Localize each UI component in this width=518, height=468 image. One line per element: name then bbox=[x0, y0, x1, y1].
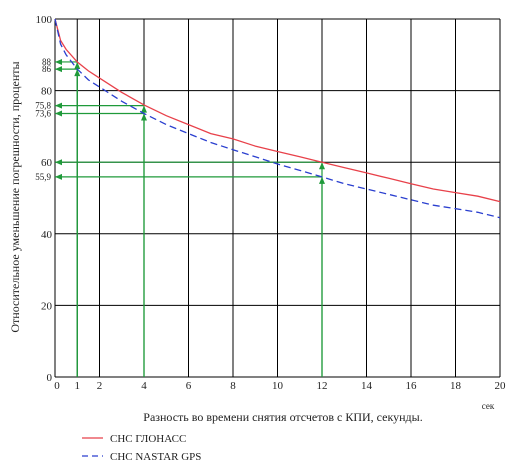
y-tick-label: 60 bbox=[41, 157, 53, 169]
annotation-arrow-up bbox=[141, 113, 147, 121]
x-tick-label: 16 bbox=[406, 380, 418, 392]
annotation-arrow-left bbox=[55, 110, 62, 117]
x-tick-label: 0 bbox=[54, 380, 60, 392]
series-line-1 bbox=[54, 18, 501, 219]
x-tick-label: 18 bbox=[450, 380, 462, 392]
annotation-arrow-left bbox=[55, 58, 62, 65]
y-tick-label: 80 bbox=[41, 86, 53, 98]
annotation-arrow-left bbox=[55, 159, 62, 166]
annotation-label: 73,6 bbox=[35, 109, 51, 119]
x-tick-label: 20 bbox=[495, 380, 507, 392]
annotation-arrow-left bbox=[55, 102, 62, 109]
annotation-arrow-up bbox=[319, 176, 325, 184]
annotation-label: 75,8 bbox=[35, 101, 51, 111]
y-tick-label: 20 bbox=[41, 300, 53, 312]
annotation-arrow-up bbox=[141, 105, 147, 113]
y-tick-label: 40 bbox=[41, 229, 53, 241]
series-lines bbox=[54, 18, 501, 219]
annotation-label: 88 bbox=[42, 57, 52, 67]
y-tick-labels: 0 20 40 60 80 100 bbox=[36, 14, 53, 384]
annotation-label: 86 bbox=[42, 64, 52, 74]
legend-label-nastar: СНС NASTAR GPS bbox=[110, 451, 201, 463]
annotation-guides bbox=[55, 58, 325, 377]
annotation-arrow-left bbox=[55, 66, 62, 73]
x-tick-label: 12 bbox=[317, 380, 328, 392]
annotation-arrow-up bbox=[319, 162, 325, 170]
x-tick-label: 14 bbox=[361, 380, 373, 392]
annotation-label: 55,9 bbox=[35, 172, 51, 182]
annotation-arrow-left bbox=[55, 173, 62, 180]
x-tick-label: 6 bbox=[186, 380, 192, 392]
legend: СНС ГЛОНАСС СНС NASTAR GPS bbox=[82, 433, 201, 463]
y-tick-label: 100 bbox=[36, 14, 53, 26]
x-tick-label: 10 bbox=[272, 380, 284, 392]
legend-label-glonass: СНС ГЛОНАСС bbox=[110, 433, 186, 445]
annotation-arrow-up bbox=[74, 69, 81, 77]
annotation-arrow-up bbox=[74, 61, 81, 69]
x-tick-label: 2 bbox=[97, 380, 103, 392]
x-axis-label: Разность во времени снятия отсчетов с КП… bbox=[143, 410, 422, 424]
x-tick-label: 1 bbox=[75, 380, 81, 392]
x-tick-labels: 0 1 2 4 6 8 10 12 14 16 18 20 bbox=[54, 380, 506, 392]
series-line-0 bbox=[54, 18, 501, 203]
x-tick-label: 4 bbox=[141, 380, 147, 392]
y-axis-label: Относительное уменьшение погрешности, пр… bbox=[8, 61, 22, 332]
x-tick-label: 8 bbox=[230, 380, 236, 392]
x-axis-unit: сек bbox=[482, 401, 495, 411]
y-tick-label: 0 bbox=[47, 372, 53, 384]
grid bbox=[54, 18, 501, 378]
